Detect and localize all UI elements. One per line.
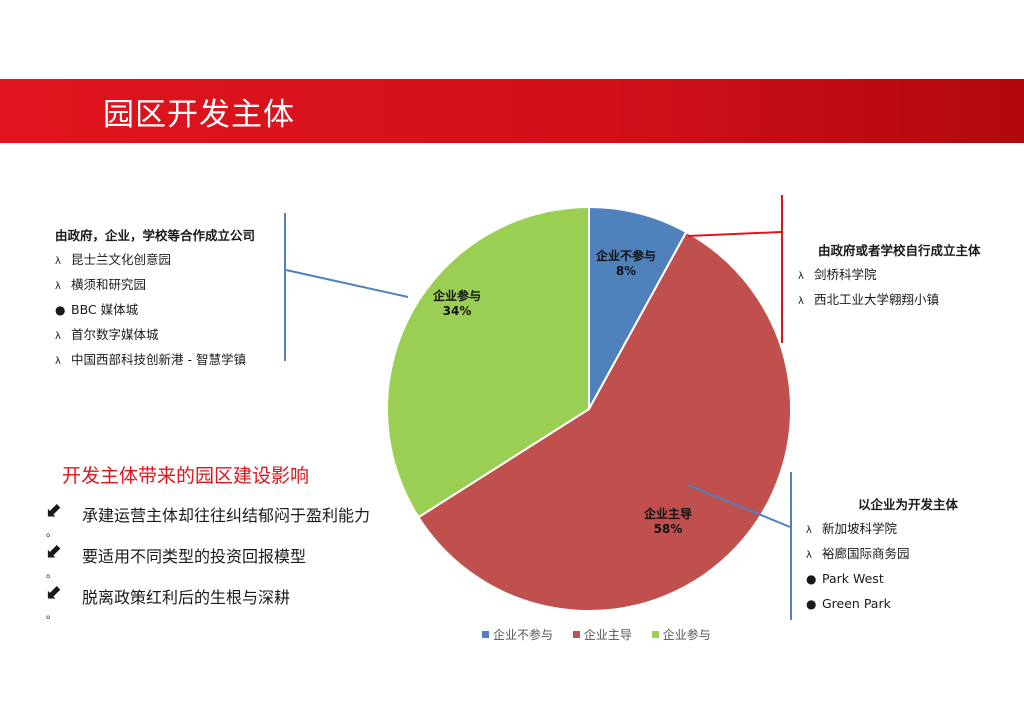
impact-item-tail: 。 (46, 567, 57, 580)
impact-item: ⬋ 脱离政策红利后的生根与深耕 。 (46, 581, 309, 622)
right-bottom-category-list: λ 新加坡科学院 λ 裕廊国际商务园 ● Park West ● Green Park (806, 521, 958, 621)
list-item-text: Park West (822, 571, 884, 586)
bullet-icon: λ (55, 256, 61, 267)
list-item: λ 裕廊国际商务园 (806, 546, 958, 571)
impact-item-tail: 。 (46, 526, 57, 539)
right-bottom-category-heading: 以企业为开发主体 (858, 497, 959, 512)
pie-slice (588, 205, 688, 410)
pie-slice (417, 230, 792, 612)
slice-name-label: 企业不参与 (595, 248, 656, 263)
bullet-icon: λ (806, 525, 812, 536)
legend-item: 企业不参与 (482, 628, 553, 642)
list-item-text: 裕廊国际商务园 (822, 546, 910, 561)
diagonal-arrow-icon: ⬋ (46, 579, 63, 603)
bullet-icon: λ (798, 271, 804, 282)
list-item: λ 中国西部科技创新港 - 智慧学镇 (55, 352, 255, 377)
bullet-icon: λ (55, 356, 61, 367)
slice-name-label: 企业参与 (432, 288, 481, 303)
legend-item: 企业主导 (572, 628, 632, 642)
impact-item-text: 脱离政策红利后的生根与深耕 (82, 588, 291, 607)
slice-percent-label: 8% (616, 264, 636, 278)
page-title: 园区开发主体 (103, 97, 295, 133)
legend-item: 企业参与 (651, 628, 711, 642)
bullet-icon: λ (806, 550, 812, 561)
list-item-text: 新加坡科学院 (822, 521, 898, 536)
diagonal-arrow-icon: ⬋ (46, 538, 63, 562)
pie-slice (386, 205, 590, 519)
impact-item-tail: 。 (46, 608, 57, 621)
impact-title: 开发主体带来的园区建设影响 (62, 465, 310, 487)
list-item: λ 剑桥科学院 (798, 267, 981, 292)
right-top-category-box: 由政府或者学校自行成立主体 λ 剑桥科学院 λ 西北工业大学翱翔小镇 (798, 240, 981, 317)
slice-percent-label: 58% (654, 522, 683, 536)
right-top-box-divider (781, 195, 783, 343)
list-item-text: 昆士兰文化创意园 (71, 252, 172, 267)
list-item: λ 西北工业大学翱翔小镇 (798, 292, 981, 317)
bullet-icon: ● (806, 572, 817, 586)
left-category-box: 由政府，企业，学校等合作成立公司 λ 昆士兰文化创意园 λ 横须和研究园 ● BBC … (55, 225, 255, 377)
list-item-text: 剑桥科学院 (814, 267, 877, 282)
list-item-text: 首尔数字媒体城 (71, 327, 159, 342)
list-item: ● Green Park (806, 596, 958, 621)
list-item: ● BBC 媒体城 (55, 302, 255, 327)
right-bottom-category-box: 以企业为开发主体 λ 新加坡科学院 λ 裕廊国际商务园 ● Park West ● Gr… (806, 494, 958, 621)
list-item-text: 中国西部科技创新港 - 智慧学镇 (71, 352, 246, 367)
list-item: ● Park West (806, 571, 958, 596)
impact-item: ⬋ 要适用不同类型的投资回报模型 。 (46, 540, 309, 581)
left-box-divider (284, 213, 286, 361)
legend-swatch (572, 631, 580, 638)
title-banner: 园区开发主体 (0, 79, 1024, 143)
list-item: λ 横须和研究园 (55, 277, 255, 302)
legend-swatch (482, 631, 489, 638)
legend-swatch (651, 631, 659, 638)
legend-label: 企业参与 (662, 628, 711, 642)
diagonal-arrow-icon: ⬋ (46, 497, 63, 521)
list-item-text: 横须和研究园 (71, 277, 147, 292)
impact-section: 开发主体带来的园区建设影响 ⬋ 承建运营主体却往往纠结郁闷于盈利能力 。 ⬋ 要… (46, 461, 370, 622)
list-item: λ 首尔数字媒体城 (55, 327, 255, 352)
legend-label: 企业不参与 (493, 628, 554, 642)
bullet-icon: λ (55, 331, 61, 342)
chart-legend: 企业不参与 企业主导 企业参与 (482, 626, 727, 643)
bullet-icon: ● (55, 303, 66, 317)
left-category-list: λ 昆士兰文化创意园 λ 横须和研究园 ● BBC 媒体城 λ 首尔数字媒体城 λ 中国西… (55, 252, 255, 377)
legend-label: 企业主导 (583, 628, 632, 642)
leader-line (687, 231, 782, 237)
left-category-heading: 由政府，企业，学校等合作成立公司 (55, 228, 256, 243)
slice-name-label: 企业主导 (643, 506, 692, 521)
list-item-text: BBC 媒体城 (71, 302, 139, 317)
bullet-icon: λ (798, 296, 804, 307)
right-top-category-heading: 由政府或者学校自行成立主体 (818, 243, 981, 258)
list-item: λ 新加坡科学院 (806, 521, 958, 546)
impact-item-text: 承建运营主体却往往纠结郁闷于盈利能力 (82, 506, 371, 525)
leader-line (687, 484, 791, 528)
slice-percent-label: 34% (443, 304, 472, 318)
impact-item-text: 要适用不同类型的投资回报模型 (82, 547, 307, 566)
right-bottom-box-divider (790, 472, 792, 620)
impact-item: ⬋ 承建运营主体却往往纠结郁闷于盈利能力 。 (46, 499, 370, 540)
bullet-icon: λ (55, 281, 61, 292)
list-item: λ 昆士兰文化创意园 (55, 252, 255, 277)
right-top-category-list: λ 剑桥科学院 λ 西北工业大学翱翔小镇 (798, 267, 981, 317)
list-item-text: 西北工业大学翱翔小镇 (814, 292, 940, 307)
list-item-text: Green Park (822, 596, 891, 611)
bullet-icon: ● (806, 597, 817, 611)
leader-line (285, 269, 409, 298)
